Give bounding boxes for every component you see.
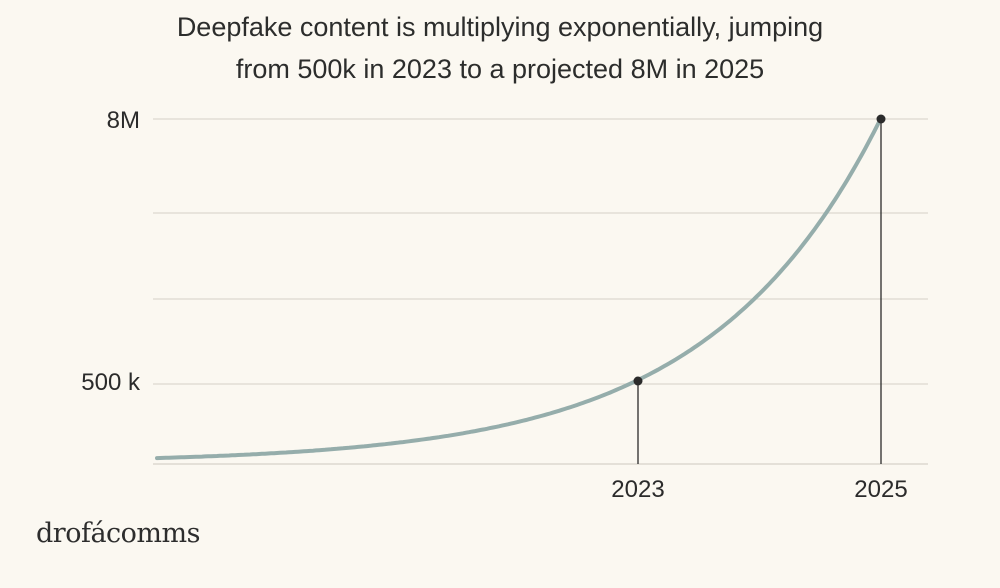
chart-title-line-2: from 500k in 2023 to a projected 8M in 2… — [235, 54, 765, 84]
grid-lines — [153, 118, 928, 465]
x-tick-label-2023: 2023 — [611, 476, 664, 503]
chart-title-line-1: Deepfake content is multiplying exponent… — [176, 12, 824, 42]
drop-lines — [637, 119, 882, 464]
series-line-deepfake-content — [155, 117, 883, 461]
data-point-2025 — [876, 114, 886, 124]
data-points — [633, 114, 886, 386]
y-tick-label-500k: 500 k — [81, 369, 141, 396]
x-tick-label-2025: 2025 — [854, 476, 907, 503]
y-tick-label-8m: 8M — [107, 107, 140, 134]
chart-title: Deepfake content is multiplying exponent… — [0, 6, 1000, 90]
brand-logo: drofácomms — [36, 518, 200, 549]
data-point-2023 — [633, 376, 643, 386]
